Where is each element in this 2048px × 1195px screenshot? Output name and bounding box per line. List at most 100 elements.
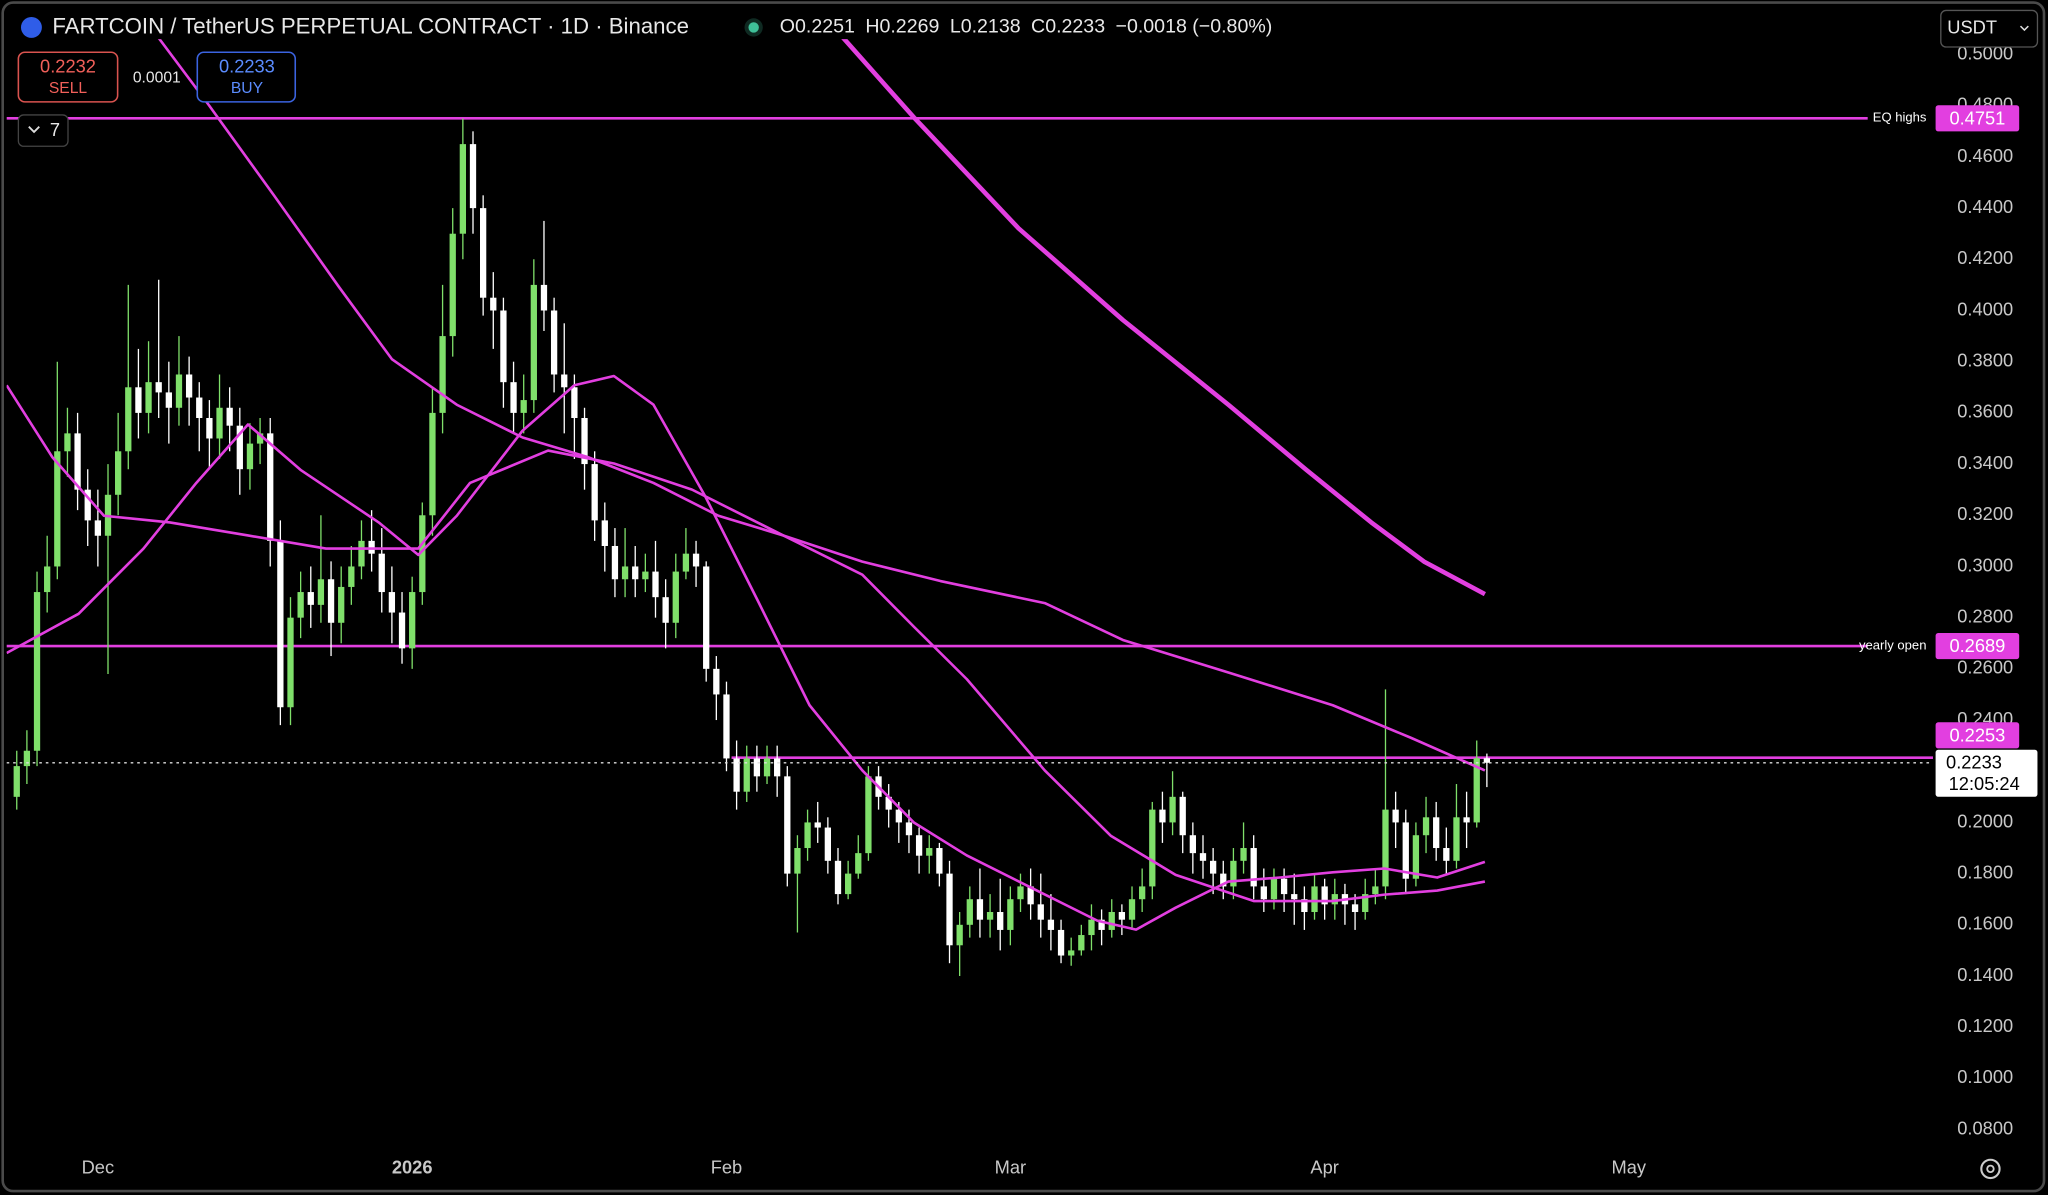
plot-area bbox=[6, 39, 1933, 977]
candle-body bbox=[692, 553, 700, 567]
currency-box[interactable] bbox=[1940, 9, 2039, 48]
candle-body bbox=[358, 540, 365, 567]
candle-body bbox=[23, 750, 31, 767]
candle-body bbox=[267, 433, 274, 541]
candle-body bbox=[216, 407, 223, 439]
candle-body bbox=[307, 592, 314, 605]
chevron[interactable] bbox=[28, 126, 40, 134]
candle-body bbox=[1422, 817, 1430, 836]
level-value: 0.2253 bbox=[1949, 724, 2005, 745]
candle-body bbox=[1392, 809, 1399, 823]
symbol-icon bbox=[20, 16, 42, 38]
indicators-count[interactable]: 7 bbox=[50, 119, 60, 140]
candle-body bbox=[824, 827, 832, 861]
candle-body bbox=[439, 336, 446, 413]
overlay: FARTCOIN / TetherUS PERPETUAL CONTRACT ·… bbox=[17, 9, 2039, 1180]
currency[interactable]: USDT bbox=[1947, 17, 1997, 38]
candle-body bbox=[540, 284, 548, 311]
candle-body bbox=[733, 758, 740, 792]
candle-body bbox=[1128, 899, 1136, 920]
level-value: 0.2689 bbox=[1949, 635, 2005, 656]
moving-average bbox=[157, 39, 1486, 903]
ohlc-value: 0.2233 bbox=[1045, 16, 1105, 38]
candle-body bbox=[338, 586, 345, 623]
candle-body bbox=[1270, 878, 1278, 900]
candle-body bbox=[642, 571, 649, 580]
candle-body bbox=[946, 873, 953, 946]
chevron[interactable] bbox=[2019, 25, 2029, 32]
candle-body bbox=[936, 848, 943, 874]
y-tick-label: 0.3000 bbox=[1957, 554, 2013, 575]
candle-body bbox=[1230, 860, 1237, 887]
x-tick-label: Dec bbox=[82, 1157, 114, 1178]
candle-body bbox=[419, 515, 426, 593]
candle-body bbox=[145, 382, 152, 413]
candle-body bbox=[591, 464, 598, 521]
y-tick-label: 0.3400 bbox=[1957, 452, 2013, 473]
gear-ring[interactable] bbox=[1980, 1158, 2001, 1180]
y-tick-label: 0.3200 bbox=[1957, 503, 2013, 524]
candle-body bbox=[1149, 809, 1156, 887]
candle-body bbox=[64, 433, 71, 452]
candle-body bbox=[74, 433, 81, 490]
buy-price[interactable]: 0.2233 bbox=[219, 56, 275, 77]
buy-box[interactable] bbox=[196, 51, 297, 103]
candle-body bbox=[804, 822, 811, 849]
y-tick-label: 0.3600 bbox=[1957, 401, 2013, 422]
candle-body bbox=[297, 592, 304, 618]
candle-body bbox=[1240, 848, 1247, 861]
ohlc-label: O bbox=[780, 16, 795, 38]
x-tick-label: May bbox=[1612, 1157, 1647, 1178]
candle-body bbox=[449, 233, 456, 337]
spread: 0.0001 bbox=[133, 70, 181, 87]
candle-body bbox=[469, 144, 477, 209]
candle-body bbox=[175, 374, 183, 408]
x-tick-label: Feb bbox=[711, 1157, 742, 1178]
candle-body bbox=[966, 899, 973, 925]
sell-label[interactable]: SELL bbox=[49, 80, 88, 97]
indicators-toggle[interactable]: 7 bbox=[17, 114, 69, 147]
candle-body bbox=[459, 144, 467, 234]
candle-body bbox=[1209, 860, 1217, 874]
settings-icon[interactable] bbox=[1980, 1158, 2001, 1180]
sell-box[interactable] bbox=[17, 51, 119, 103]
sell-button[interactable]: 0.2232 SELL bbox=[17, 51, 119, 103]
candle-body bbox=[1433, 817, 1440, 849]
gear-hub[interactable] bbox=[1986, 1164, 1995, 1174]
candle-body bbox=[1351, 904, 1359, 913]
candle-body bbox=[703, 566, 710, 669]
x-tick-label: 2026 bbox=[392, 1157, 433, 1178]
indicators-box[interactable] bbox=[17, 114, 69, 147]
ohlc-value: 0.2251 bbox=[795, 16, 855, 38]
candle-body bbox=[763, 758, 771, 777]
candle-body bbox=[1139, 886, 1146, 900]
candle-body bbox=[1047, 919, 1055, 930]
candle-body bbox=[236, 425, 243, 470]
candle-body bbox=[774, 758, 781, 777]
candle-body bbox=[115, 451, 122, 495]
candle-body bbox=[885, 796, 892, 810]
buy-button[interactable]: 0.2233 BUY bbox=[196, 51, 297, 103]
candle-body bbox=[206, 418, 213, 439]
candle-body bbox=[429, 412, 436, 516]
candle-body bbox=[388, 592, 396, 613]
candle-body bbox=[855, 853, 862, 874]
sell-price[interactable]: 0.2232 bbox=[40, 56, 96, 77]
candle-body bbox=[1179, 796, 1186, 836]
y-tick-label: 0.1200 bbox=[1957, 1015, 2013, 1036]
candle-body bbox=[753, 758, 761, 777]
level-tag bbox=[1935, 633, 2020, 660]
buy-label[interactable]: BUY bbox=[231, 80, 264, 97]
candle-body bbox=[479, 208, 487, 298]
candle-body bbox=[44, 566, 51, 593]
candle-body bbox=[226, 407, 233, 426]
candle-body bbox=[1331, 894, 1338, 905]
y-tick-label: 0.0800 bbox=[1957, 1117, 2013, 1138]
y-tick-label: 0.2600 bbox=[1957, 657, 2013, 678]
candle-body bbox=[713, 668, 720, 695]
currency-select[interactable]: USDT bbox=[1940, 9, 2039, 48]
y-tick-label: 0.2000 bbox=[1957, 810, 2013, 831]
candle-body bbox=[561, 374, 568, 388]
candle-body bbox=[500, 310, 507, 383]
